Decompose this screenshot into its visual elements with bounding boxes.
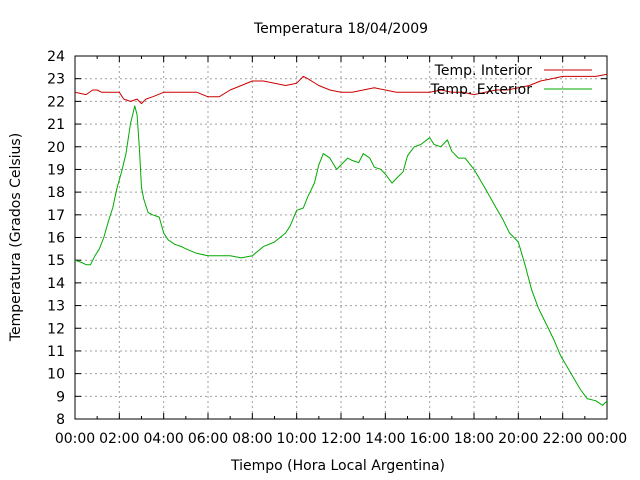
y-tick-label: 16	[47, 231, 65, 247]
legend-label: Temp. Exterior	[430, 82, 533, 98]
series-line-interior	[74, 73, 608, 105]
x-tick-label: 18:00	[454, 431, 494, 447]
y-tick-label: 13	[47, 299, 65, 315]
y-tick-label: 19	[47, 162, 65, 178]
legend-label: Temp. Interior	[434, 63, 533, 79]
x-tick-label: 10:00	[276, 431, 316, 447]
y-tick-label: 24	[47, 49, 65, 65]
y-tick-labels: 8 9 10 11 12 13 14 15 16 17 18 19 20 21 22 23 24	[47, 49, 65, 428]
x-tick-label: 06:00	[188, 431, 228, 447]
y-tick-label: 15	[47, 253, 65, 269]
grid-lines	[75, 56, 607, 419]
y-tick-label: 14	[47, 276, 65, 292]
y-tick-label: 22	[47, 94, 65, 110]
x-tick-label: 14:00	[365, 431, 405, 447]
y-tick-label: 10	[47, 367, 65, 383]
y-tick-label: 11	[47, 344, 65, 360]
x-tick-label: 12:00	[321, 431, 361, 447]
x-tick-label: 16:00	[409, 431, 449, 447]
x-axis-label: Tiempo (Hora Local Argentina)	[230, 458, 445, 474]
y-tick-label: 9	[56, 389, 65, 405]
y-tick-label: 18	[47, 185, 65, 201]
x-tick-label: 04:00	[143, 431, 183, 447]
x-tick-label: 00:00	[55, 431, 95, 447]
x-tick-label: 08:00	[232, 431, 272, 447]
y-tick-label: 23	[47, 72, 65, 88]
y-tick-label: 20	[47, 140, 65, 156]
y-tick-label: 21	[47, 117, 65, 133]
chart-title: Temperatura 18/04/2009	[253, 21, 428, 37]
x-tick-label: 00:00	[587, 431, 627, 447]
x-tick-label: 20:00	[498, 431, 538, 447]
x-tick-labels: 00:00 02:00 04:00 06:00 08:00 10:00 12:00 14:00…	[55, 431, 627, 447]
legend: Temp. Interior Temp. Exterior	[430, 63, 592, 98]
y-tick-label: 8	[56, 412, 65, 428]
x-tick-label: 22:00	[542, 431, 582, 447]
axis-ticks	[74, 55, 608, 420]
y-tick-label: 17	[47, 208, 65, 224]
series-lines	[74, 73, 608, 406]
y-tick-label: 12	[47, 321, 65, 337]
series-line-exterior	[74, 105, 608, 406]
y-axis-label: Temperatura (Grados Celsius)	[8, 133, 24, 342]
x-tick-label: 02:00	[99, 431, 139, 447]
